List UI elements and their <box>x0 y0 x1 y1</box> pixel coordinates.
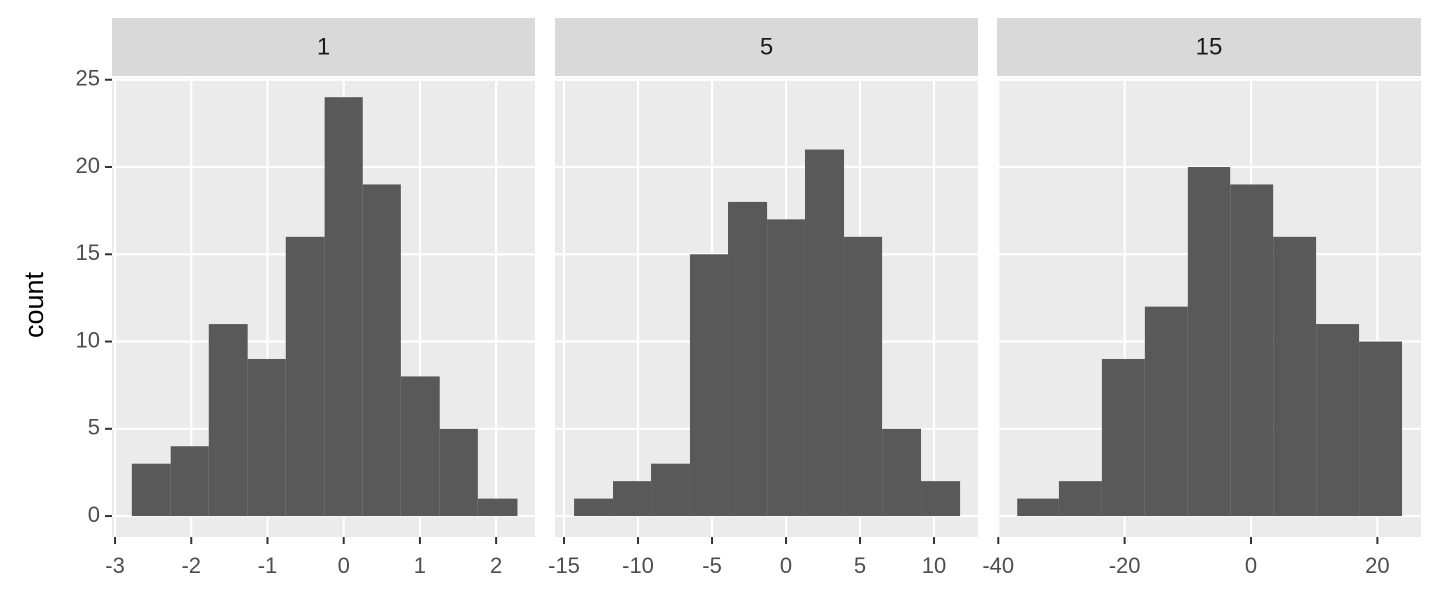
strip <box>997 18 1421 76</box>
x-tick-label: -2 <box>181 553 201 578</box>
y-axis-label: count <box>19 271 49 338</box>
bar <box>1359 341 1403 517</box>
x-tick-label: 0 <box>338 553 350 578</box>
bar <box>882 428 922 517</box>
bar <box>1187 167 1231 517</box>
x-tick-label: -3 <box>105 553 125 578</box>
x-tick-label: -20 <box>1109 553 1141 578</box>
bar <box>285 236 325 517</box>
bar <box>1101 358 1145 517</box>
bar <box>1144 306 1188 517</box>
strip-label: 15 <box>1196 33 1223 60</box>
x-tick-label: -1 <box>258 553 278 578</box>
bar <box>921 481 961 517</box>
bar <box>1316 324 1360 517</box>
bar <box>804 149 845 517</box>
bar <box>728 201 768 517</box>
bar <box>1017 498 1059 517</box>
x-tick-label: 5 <box>854 553 866 578</box>
y-tick-label: 10 <box>76 327 100 352</box>
x-tick-label: -40 <box>982 553 1014 578</box>
bar <box>477 498 518 517</box>
bar <box>689 254 729 517</box>
bar <box>439 428 478 517</box>
x-tick-label: -10 <box>622 553 654 578</box>
bar <box>400 376 440 517</box>
bar <box>1230 184 1274 517</box>
strip-label: 5 <box>760 33 773 60</box>
y-tick-label: 25 <box>76 66 100 91</box>
bar <box>613 481 652 517</box>
bar <box>1273 236 1317 517</box>
x-tick-label: 10 <box>922 553 946 578</box>
bar <box>651 463 690 517</box>
x-tick-label: 20 <box>1365 553 1389 578</box>
x-tick-label: 0 <box>780 553 792 578</box>
bar <box>131 463 171 517</box>
bar <box>767 219 805 517</box>
y-tick-label: 20 <box>76 153 100 178</box>
strip <box>555 18 978 76</box>
bar <box>844 236 883 517</box>
bar <box>247 358 286 517</box>
x-tick-label: 2 <box>490 553 502 578</box>
bar <box>574 498 614 517</box>
strip <box>112 18 535 76</box>
strip-label: 1 <box>317 33 330 60</box>
y-tick-label: 0 <box>88 502 100 527</box>
x-tick-label: -5 <box>702 553 722 578</box>
bar <box>362 184 401 517</box>
bar <box>170 446 209 517</box>
y-tick-label: 5 <box>88 415 100 440</box>
y-tick-label: 15 <box>76 240 100 265</box>
x-tick-label: 1 <box>414 553 426 578</box>
x-tick-label: 0 <box>1245 553 1257 578</box>
bar <box>1058 481 1102 517</box>
x-tick-label: -15 <box>548 553 580 578</box>
bar <box>208 324 248 517</box>
bar <box>324 97 363 517</box>
